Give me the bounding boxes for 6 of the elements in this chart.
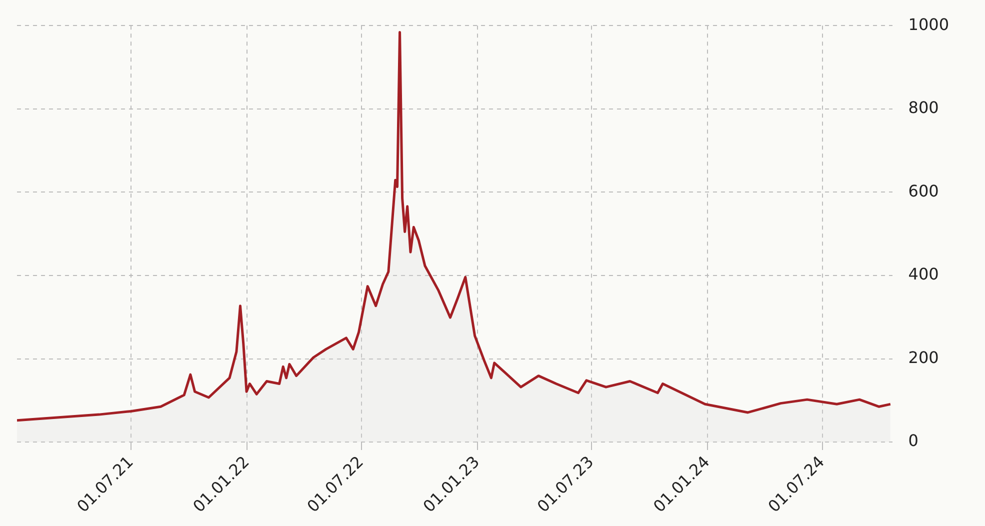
y-tick-label: 600 <box>908 181 939 200</box>
y-tick-label: 200 <box>908 348 939 367</box>
y-tick-label: 0 <box>908 431 918 450</box>
y-tick-label: 1000 <box>908 14 949 34</box>
y-tick-label: 400 <box>908 264 939 284</box>
y-tick-label: 800 <box>908 98 939 118</box>
